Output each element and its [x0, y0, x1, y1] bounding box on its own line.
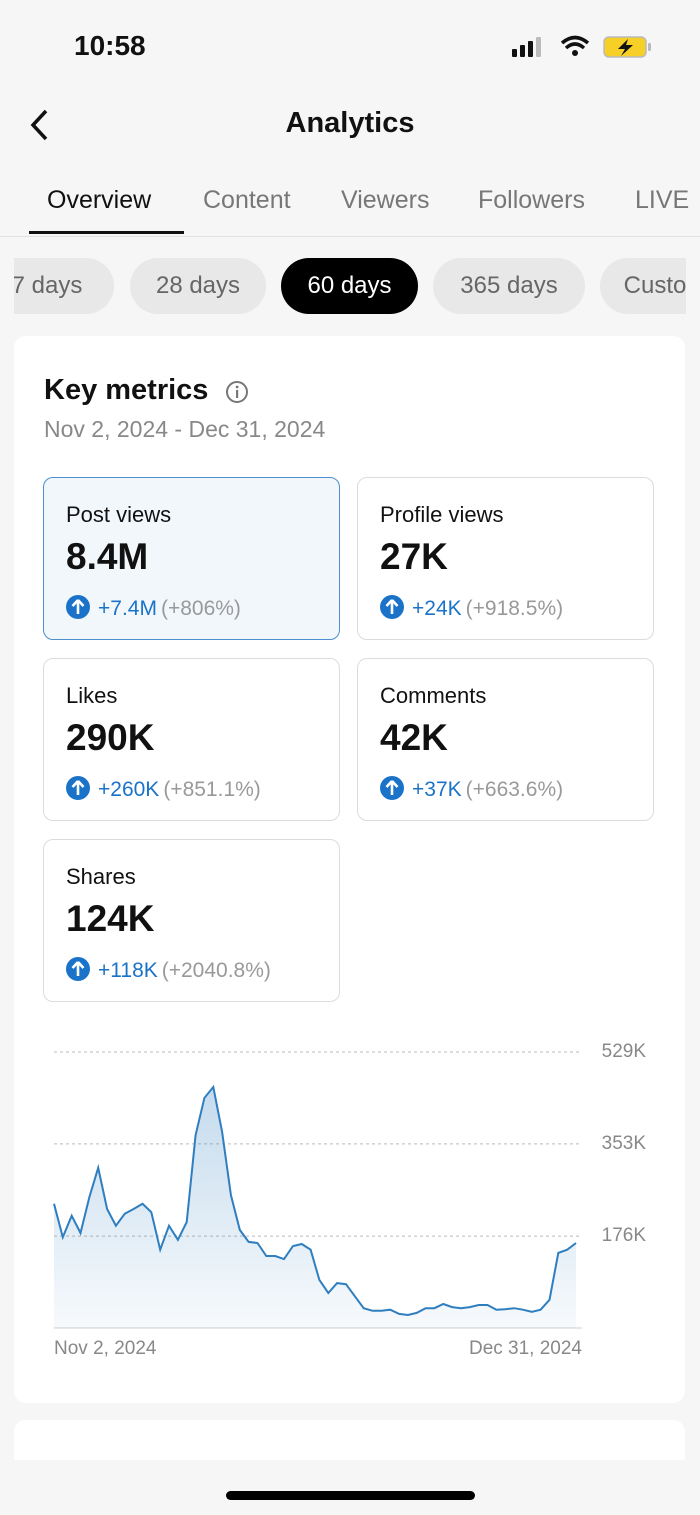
tab[interactable]: Viewers [341, 186, 430, 214]
x-tick-label: Dec 31, 2024 [469, 1338, 582, 1359]
section-title: Key metrics [44, 374, 209, 406]
period-pill[interactable]: 7 days [14, 258, 114, 314]
status-icons [512, 35, 651, 58]
next-panel [14, 1420, 685, 1460]
y-tick-label: 529K [602, 1041, 647, 1062]
home-indicator [226, 1491, 475, 1500]
metric-card[interactable]: Profile views 27K +24K (+918.5%) [357, 477, 654, 640]
y-tick-label: 176K [602, 1225, 647, 1246]
metric-label: Shares [66, 864, 136, 889]
metric-change-row: +118K (+2040.8%) [66, 957, 271, 983]
metric-card[interactable]: Shares 124K +118K (+2040.8%) [43, 839, 340, 1002]
divider [0, 236, 700, 237]
metric-label: Comments [380, 683, 487, 708]
date-range: Nov 2, 2024 - Dec 31, 2024 [44, 416, 326, 442]
page-title: Analytics [285, 107, 415, 139]
up-icon [380, 595, 404, 619]
line [53, 1084, 577, 1317]
area [54, 1087, 576, 1328]
metric-card[interactable]: Comments 42K +37K (+663.6%) [357, 658, 654, 821]
metric-change: +118K [98, 959, 158, 982]
up-icon [66, 776, 90, 800]
metric-percent: (+918.5%) [465, 597, 564, 620]
up-icon [66, 957, 90, 981]
period-pill[interactable]: Custom [600, 258, 686, 314]
tab-underline [29, 231, 184, 234]
metric-percent: (+851.1%) [163, 778, 261, 801]
metric-value: 8.4M [66, 536, 149, 577]
tab[interactable]: Followers [478, 186, 585, 214]
x-tick-label: Nov 2, 2024 [54, 1338, 157, 1359]
period-pill[interactable]: 60 days [281, 258, 418, 314]
tab[interactable]: Content [203, 186, 291, 214]
period-pill[interactable]: 365 days [433, 258, 585, 314]
metric-label: Profile views [380, 502, 504, 527]
tab[interactable]: Overview [47, 186, 152, 214]
metric-value: 27K [380, 536, 448, 577]
metric-label: Post views [66, 502, 172, 527]
up-icon [380, 776, 404, 800]
period-selector: 7 days 28 days 60 days 365 days Custom [14, 258, 686, 314]
metric-change-row: +37K (+663.6%) [380, 776, 563, 802]
metric-change: +260K [98, 778, 160, 801]
metric-percent: (+2040.8%) [161, 959, 271, 982]
back-button[interactable] [28, 108, 52, 142]
metric-change: +7.4M [98, 597, 157, 620]
metric-change-row: +24K (+918.5%) [380, 595, 563, 621]
metric-value: 290K [66, 717, 155, 758]
metric-change-row: +7.4M (+806%) [66, 595, 241, 621]
y-tick-label: 353K [602, 1133, 647, 1154]
up-icon [66, 595, 90, 619]
metric-percent: (+806%) [160, 597, 241, 620]
tab[interactable]: LIVE [635, 186, 690, 214]
metric-card[interactable]: Post views 8.4M +7.4M (+806%) [43, 477, 340, 640]
tab-bar: Overview Content Viewers Followers LIVE [0, 180, 690, 238]
metric-label: Likes [66, 683, 118, 708]
metric-change: +37K [412, 778, 462, 801]
metric-change-row: +260K (+851.1%) [66, 776, 261, 802]
period-pill[interactable]: 28 days [130, 258, 266, 314]
metric-change: +24K [412, 597, 462, 620]
metric-percent: (+663.6%) [465, 778, 564, 801]
metric-card[interactable]: Likes 290K +260K (+851.1%) [43, 658, 340, 821]
metric-value: 124K [66, 898, 155, 939]
chart: 529K 353K 176K Nov 2, 2024 Dec 31, 2024 [53, 1041, 647, 1359]
info-icon[interactable] [225, 380, 249, 404]
status-time: 10:58 [74, 30, 146, 61]
metric-value: 42K [380, 717, 448, 758]
